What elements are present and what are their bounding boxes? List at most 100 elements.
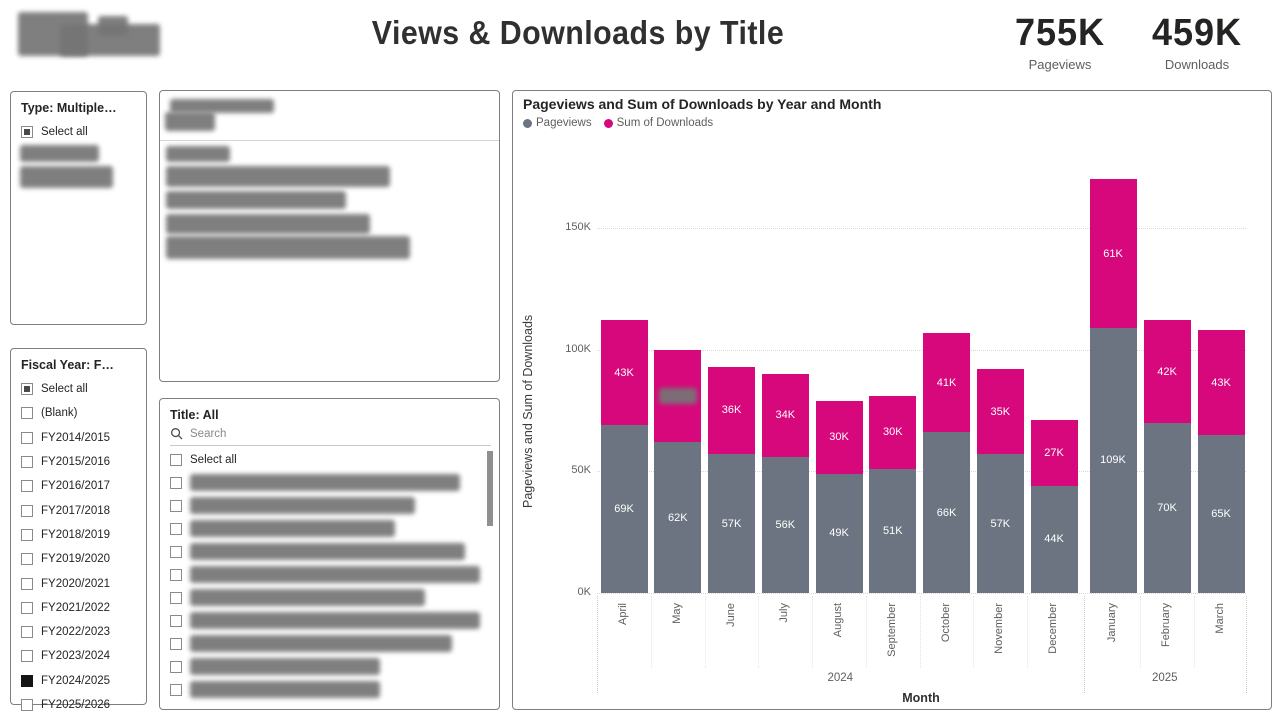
checkbox-unchecked[interactable] xyxy=(170,568,182,581)
bar-segment-downloads-august[interactable]: 30K xyxy=(815,400,863,474)
title-option[interactable] xyxy=(160,494,499,517)
fiscal-year-option[interactable]: FY2024/2025 xyxy=(11,669,146,693)
bar-segment-downloads-april[interactable]: 43K xyxy=(600,320,648,426)
bar-segment-downloads-november[interactable]: 35K xyxy=(976,369,1024,455)
fiscal-year-option[interactable]: FY2015/2016 xyxy=(11,450,146,474)
bar-segment-pageviews-october[interactable]: 66K xyxy=(923,432,970,593)
checkbox-unchecked[interactable] xyxy=(170,660,182,673)
checkbox-unchecked[interactable] xyxy=(21,431,33,444)
fiscal-year-option[interactable]: FY2023/2024 xyxy=(11,644,146,668)
checkbox-unchecked[interactable] xyxy=(21,650,33,663)
redacted-option[interactable] xyxy=(20,166,113,188)
bar-segment-downloads-september[interactable]: 30K xyxy=(869,395,917,469)
title-option[interactable] xyxy=(160,678,499,701)
gridline xyxy=(597,471,1246,473)
fiscal-year-option[interactable]: FY2025/2026 xyxy=(11,693,146,717)
bar-segment-downloads-june[interactable]: 36K xyxy=(708,366,755,455)
bar-segment-downloads-january[interactable]: 61K xyxy=(1089,179,1137,328)
checkbox-unchecked[interactable] xyxy=(170,545,182,558)
checkbox-unchecked[interactable] xyxy=(21,456,33,469)
category-separator xyxy=(758,596,760,668)
checkbox-unchecked[interactable] xyxy=(21,553,33,566)
category-separator xyxy=(865,596,867,668)
redacted-option-label xyxy=(190,589,425,606)
title-option[interactable] xyxy=(160,563,499,586)
redacted-option[interactable] xyxy=(20,145,99,162)
fiscal-year-option[interactable]: (Blank) xyxy=(11,401,146,425)
checkbox-unchecked[interactable] xyxy=(170,683,182,696)
fiscal-year-option[interactable]: FY2022/2023 xyxy=(11,620,146,644)
title-option[interactable] xyxy=(160,540,499,563)
redacted-option-label xyxy=(190,566,480,583)
fiscal-year-option-list: (Blank) FY2014/2015 FY2015/2016 FY2016/2017… xyxy=(11,401,146,717)
fiscal-year-option[interactable]: FY2014/2015 xyxy=(11,426,146,450)
legend-item-pageviews[interactable]: Pageviews xyxy=(523,117,592,129)
x-axis-year-label: 2025 xyxy=(1151,672,1178,684)
bar-segment-downloads-march[interactable]: 43K xyxy=(1197,330,1245,435)
scrollbar-thumb[interactable] xyxy=(487,451,493,526)
bar-segment-pageviews-march[interactable]: 65K xyxy=(1197,434,1245,593)
legend-item-downloads[interactable]: Sum of Downloads xyxy=(603,117,713,129)
checkbox-unchecked[interactable] xyxy=(21,480,33,493)
title-select-all[interactable]: Select all xyxy=(160,448,499,471)
bar-segment-pageviews-july[interactable]: 56K xyxy=(761,456,809,593)
title-option[interactable] xyxy=(160,632,499,655)
bar-segment-pageviews-april[interactable]: 69K xyxy=(600,425,648,593)
checkbox-indeterminate[interactable] xyxy=(21,383,33,396)
redacted-text-block xyxy=(166,146,230,162)
checkbox-unchecked[interactable] xyxy=(21,601,33,614)
title-option[interactable] xyxy=(160,655,499,678)
fiscal-year-option[interactable]: FY2017/2018 xyxy=(11,498,146,522)
bar-segment-pageviews-november[interactable]: 57K xyxy=(976,454,1024,593)
fiscal-year-select-all[interactable]: Select all xyxy=(11,377,146,401)
bar-segment-pageviews-december[interactable]: 44K xyxy=(1030,485,1078,593)
checkbox-unchecked[interactable] xyxy=(170,522,182,535)
checkbox-unchecked[interactable] xyxy=(21,504,33,517)
title-option[interactable] xyxy=(160,586,499,609)
kpi-pageviews-label: Pageviews xyxy=(1028,57,1092,72)
checkbox-unchecked[interactable] xyxy=(170,476,182,489)
y-tick-label: 50K xyxy=(571,464,591,477)
bar-segment-pageviews-september[interactable]: 51K xyxy=(869,468,917,593)
checkbox-unchecked[interactable] xyxy=(170,614,182,627)
checkbox-unchecked[interactable] xyxy=(170,453,182,466)
redacted-option-label xyxy=(190,635,452,652)
fiscal-year-option[interactable]: FY2021/2022 xyxy=(11,596,146,620)
checkbox-unchecked[interactable] xyxy=(21,699,33,711)
search-icon xyxy=(171,428,183,440)
checkbox-unchecked[interactable] xyxy=(21,577,33,590)
fiscal-year-option[interactable]: FY2019/2020 xyxy=(11,547,146,571)
type-select-all[interactable]: Select all xyxy=(11,120,146,144)
bar-segment-downloads-february[interactable]: 42K xyxy=(1143,320,1191,423)
checkbox-unchecked[interactable] xyxy=(170,499,182,512)
title-option[interactable] xyxy=(160,517,499,540)
search-input[interactable] xyxy=(190,427,430,440)
x-axis-month-label: December xyxy=(1047,603,1059,654)
bar-segment-pageviews-august[interactable]: 49K xyxy=(815,473,863,593)
bar-segment-downloads-may[interactable] xyxy=(654,349,702,443)
search-box[interactable] xyxy=(170,424,491,446)
checkbox-unchecked[interactable] xyxy=(170,637,182,650)
bar-segment-downloads-december[interactable]: 27K xyxy=(1030,420,1078,486)
fiscal-year-option-label: FY2023/2024 xyxy=(41,650,111,663)
fiscal-year-option[interactable]: FY2020/2021 xyxy=(11,571,146,595)
bar-segment-pageviews-may[interactable]: 62K xyxy=(654,442,702,593)
bar-segment-pageviews-february[interactable]: 70K xyxy=(1143,422,1191,593)
checkbox-indeterminate[interactable] xyxy=(21,126,33,139)
bar-segment-pageviews-january[interactable]: 109K xyxy=(1089,327,1137,593)
bar-segment-downloads-october[interactable]: 41K xyxy=(923,332,970,433)
checkbox-unchecked[interactable] xyxy=(21,407,33,420)
checkbox-unchecked[interactable] xyxy=(21,626,33,639)
checkbox-checked[interactable] xyxy=(21,674,33,687)
title-option[interactable] xyxy=(160,609,499,632)
redacted-option-label xyxy=(190,497,415,514)
bar-segment-pageviews-june[interactable]: 57K xyxy=(708,454,755,593)
redacted-option-label xyxy=(190,474,460,491)
bar-segment-downloads-july[interactable]: 34K xyxy=(761,374,809,457)
fiscal-year-option[interactable]: FY2018/2019 xyxy=(11,523,146,547)
kpi-downloads-label: Downloads xyxy=(1164,57,1230,72)
title-option[interactable] xyxy=(160,471,499,494)
checkbox-unchecked[interactable] xyxy=(21,528,33,541)
fiscal-year-option[interactable]: FY2016/2017 xyxy=(11,474,146,498)
checkbox-unchecked[interactable] xyxy=(170,591,182,604)
